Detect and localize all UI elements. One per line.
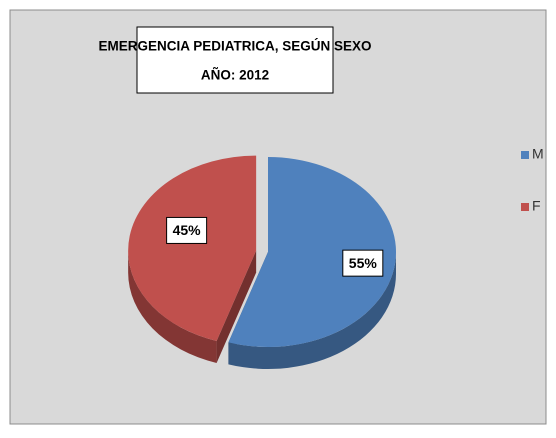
slice-side (128, 250, 217, 363)
title-box (136, 26, 334, 94)
slice-side (228, 252, 396, 369)
data-label: 55% (349, 255, 378, 271)
slice-face (216, 250, 257, 363)
legend-swatch (521, 151, 529, 159)
legend-label: F (532, 198, 541, 214)
data-label: 45% (173, 222, 202, 238)
slice (228, 157, 396, 347)
chart-title: EMERGENCIA PEDIATRICA, SEGÚN SEXO (98, 39, 371, 54)
data-label-box (166, 216, 208, 244)
slice (128, 155, 257, 341)
legend-swatch (521, 203, 529, 211)
data-label-box (342, 249, 384, 277)
legend-label: M (532, 146, 544, 162)
chart-subtitle: AÑO: 2012 (201, 68, 269, 83)
